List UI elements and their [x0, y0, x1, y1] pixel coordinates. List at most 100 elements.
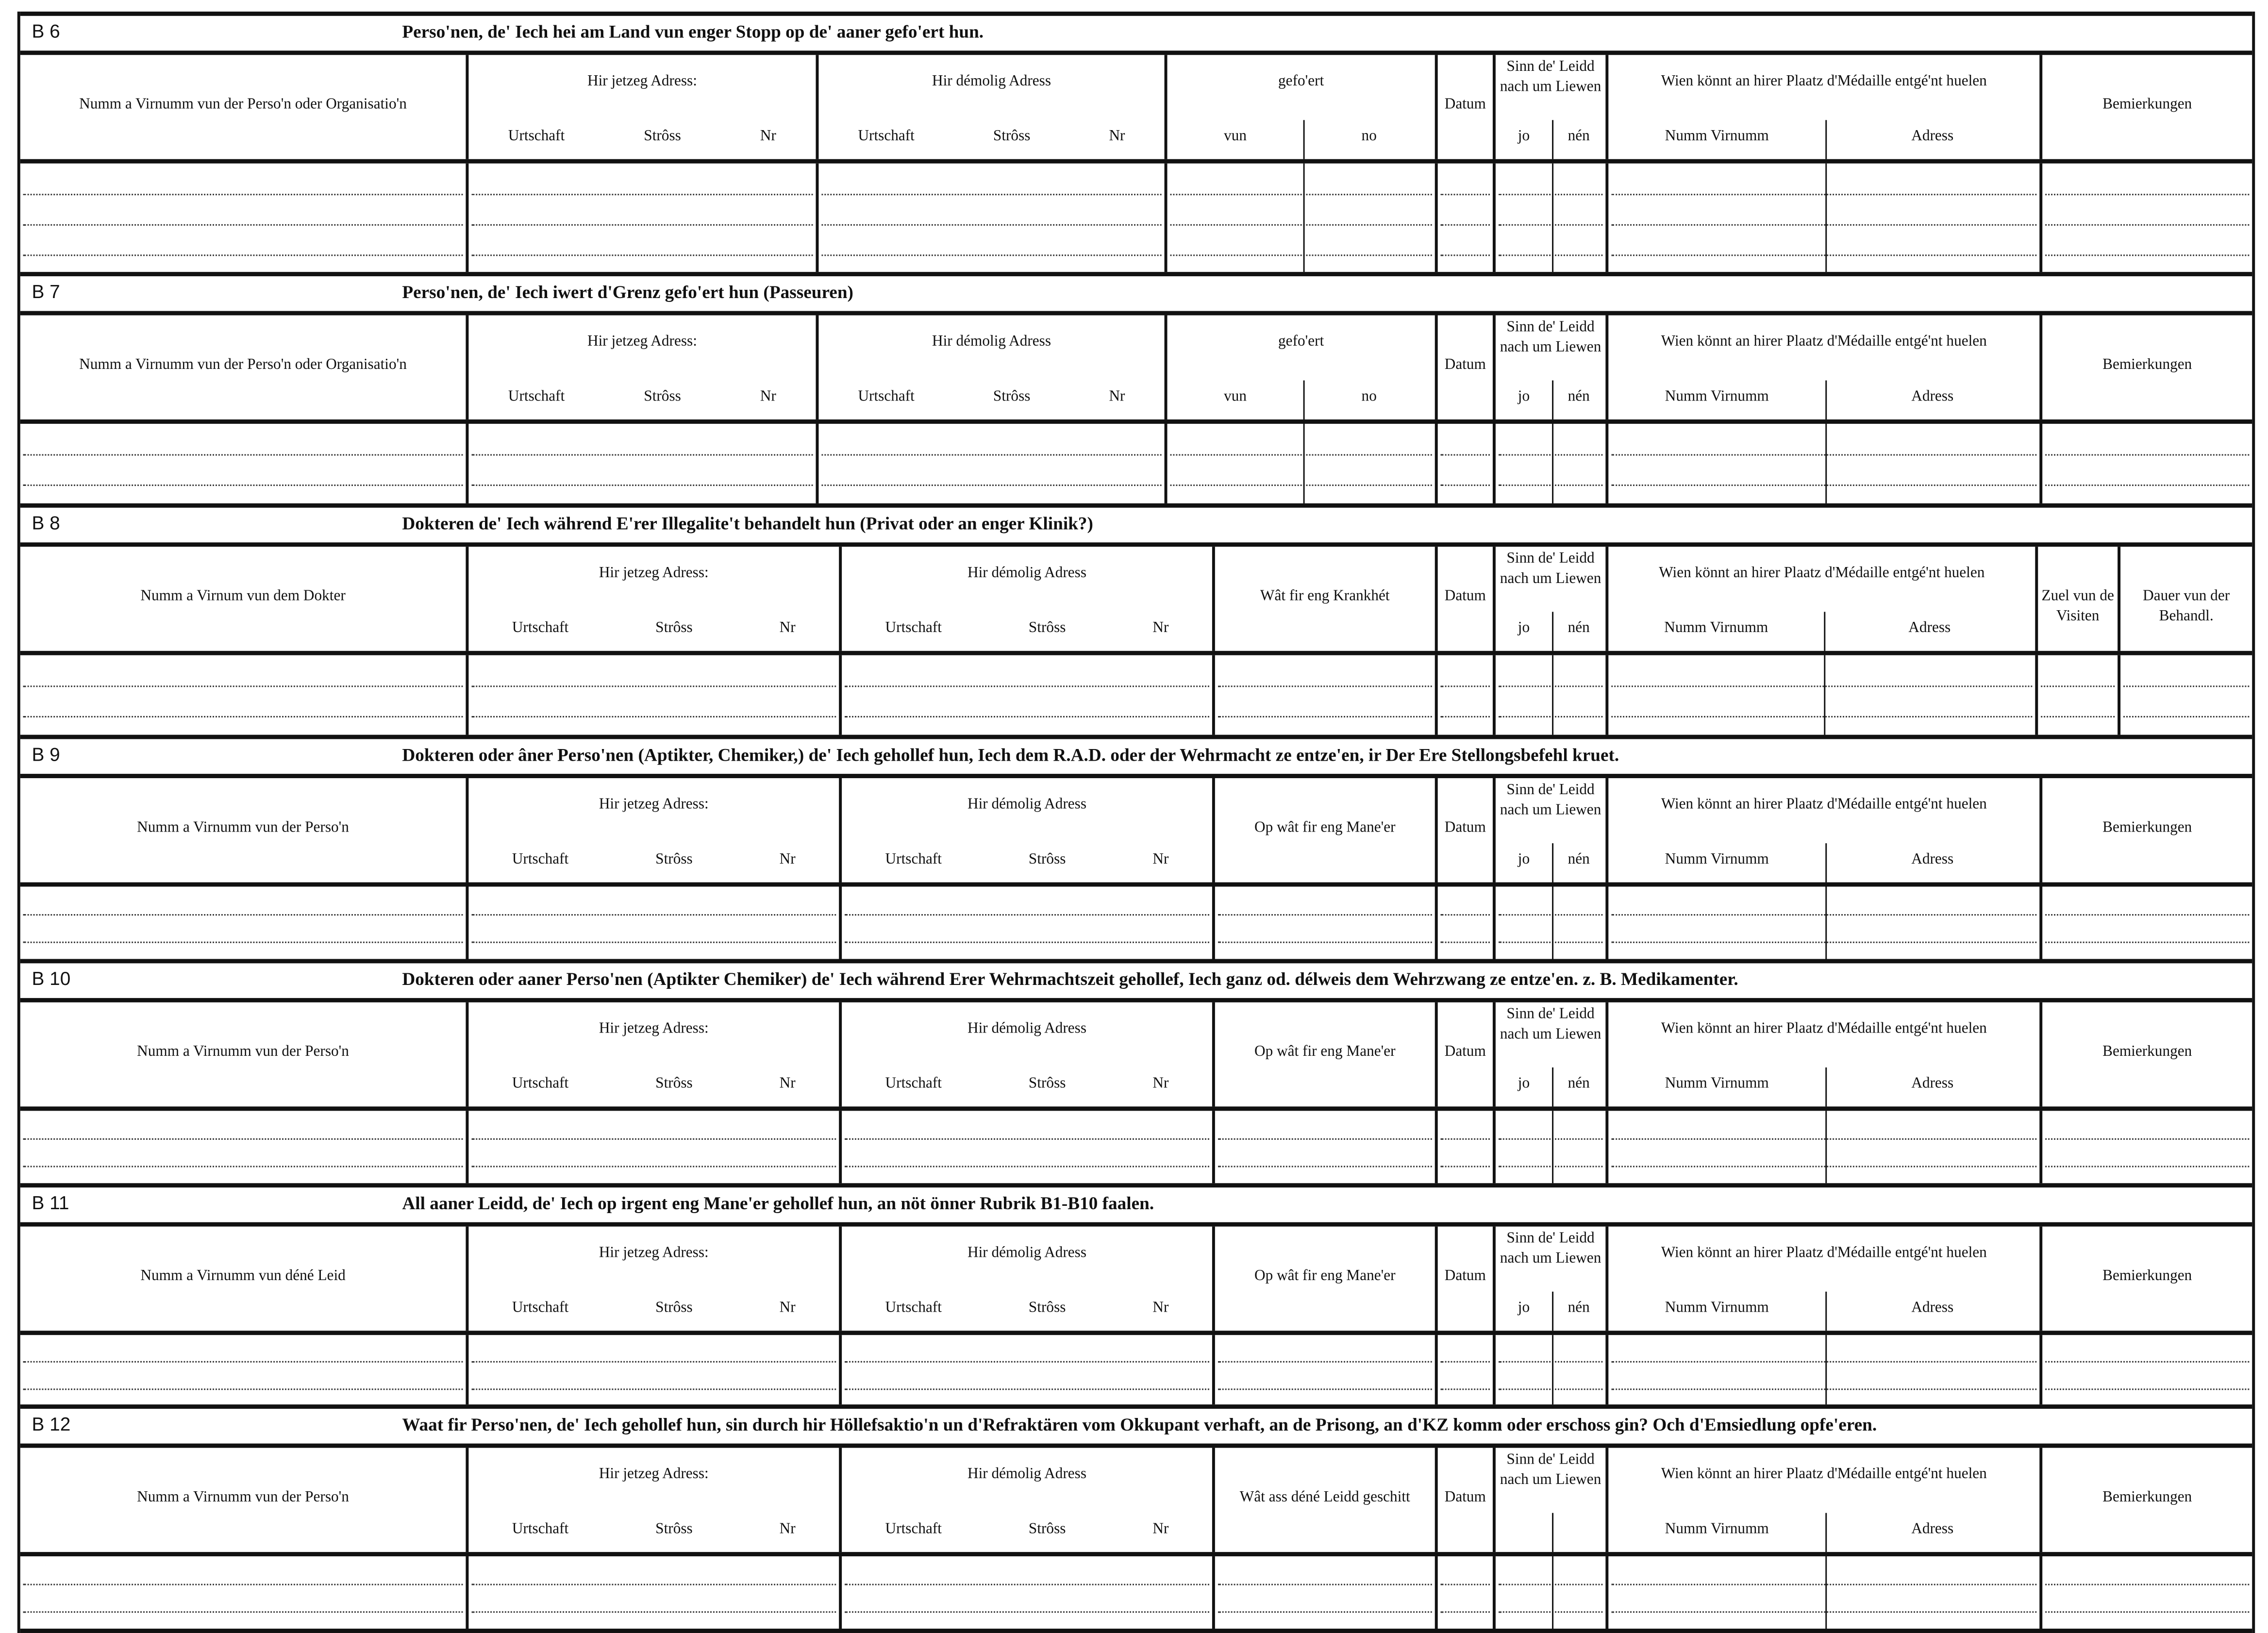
entry-cell[interactable]: [839, 1111, 1212, 1183]
entry-cell[interactable]: [1492, 886, 1605, 959]
dotted-entry-line: [2045, 1166, 2250, 1167]
entry-cell[interactable]: [1434, 1111, 1493, 1183]
column-label: Numm a Virnumm vun der Perso'n oder Orga…: [79, 357, 407, 373]
entry-cell[interactable]: [2039, 424, 2252, 503]
sub-label: Nr: [760, 389, 776, 405]
entry-cell[interactable]: [1492, 655, 1605, 735]
entry-cell[interactable]: [1605, 1111, 2039, 1183]
entry-cell[interactable]: [1212, 655, 1435, 735]
entry-cell[interactable]: [839, 1335, 1212, 1405]
dotted-entry-line: [23, 685, 463, 687]
entry-cell[interactable]: [1434, 1335, 1493, 1405]
dotted-entry-line: [23, 254, 463, 256]
dotted-entry-line: [23, 1388, 463, 1390]
entry-cell[interactable]: [816, 424, 1164, 503]
entry-cell[interactable]: [466, 886, 839, 959]
entry-cell[interactable]: [1434, 655, 1493, 735]
entry-cell[interactable]: [1492, 163, 1605, 272]
entry-cell[interactable]: [1605, 424, 2039, 503]
header-row: Numm a Virnum vun dem Dokter Hir jetzeg A…: [20, 547, 2252, 655]
column-label: gefo'ert: [1278, 73, 1324, 90]
column-label: Hir démolig Adress: [932, 334, 1051, 350]
column-label: Wât fir eng Krankhét: [1260, 588, 1390, 605]
entry-cell[interactable]: [1212, 1111, 1435, 1183]
entry-cell[interactable]: [1605, 655, 2035, 735]
sub-label: Strôss: [993, 389, 1031, 405]
entry-cell[interactable]: [466, 424, 816, 503]
entry-cell[interactable]: [466, 655, 839, 735]
entry-cell[interactable]: [816, 163, 1164, 272]
entry-cell[interactable]: [2039, 1335, 2252, 1405]
header-row: Numm a Virnumm vun der Perso'n oder Orga…: [20, 55, 2252, 164]
entry-cell[interactable]: [1434, 1556, 1493, 1629]
entry-cell[interactable]: [20, 1335, 466, 1404]
dotted-entry-line: [471, 454, 813, 456]
entry-cell[interactable]: [1605, 1335, 2039, 1405]
entry-cell[interactable]: [2039, 886, 2252, 959]
dotted-entry-line: [23, 941, 463, 943]
entry-cell[interactable]: [20, 164, 466, 272]
entry-cell[interactable]: [2118, 655, 2252, 735]
entry-cell[interactable]: [20, 655, 466, 735]
column-header: Sinn de' Leidd nach um Liewen: [1492, 1448, 1605, 1552]
entry-cell[interactable]: [2039, 163, 2252, 272]
entry-cell[interactable]: [1492, 1335, 1605, 1405]
entry-cell[interactable]: [20, 1556, 466, 1629]
sub-label: Nr: [760, 129, 776, 145]
section-b6: B 6 Perso'nen, de' Iech hei am Land vun e…: [20, 11, 2252, 272]
dotted-entry-line: [471, 716, 836, 717]
entry-cell[interactable]: [466, 1111, 839, 1183]
sub-label: Urtschaft: [508, 389, 565, 405]
sub-label: Nr: [1152, 1076, 1169, 1092]
column-header: Datum: [1434, 778, 1493, 883]
entry-cell[interactable]: [2039, 1111, 2252, 1183]
column-header: Datum: [1434, 547, 1493, 651]
entry-cell[interactable]: [2035, 655, 2118, 735]
column-header: Hir jetzeg Adress: Urtschaft Strôss Nr: [466, 55, 816, 159]
column-label: Sinn de' Leidd nach um Liewen: [1500, 1231, 1601, 1267]
sub-label: Urtschaft: [512, 851, 569, 868]
section-b10: B 10 Dokteren oder aaner Perso'nen (Aptik…: [20, 959, 2252, 1183]
entry-cell[interactable]: [1605, 1556, 2039, 1629]
entry-cell[interactable]: [1492, 1111, 1605, 1183]
entry-cell[interactable]: [839, 1556, 1212, 1629]
dotted-entry-line: [1498, 914, 1603, 916]
column-label: Dauer vun der Behandl.: [2143, 588, 2230, 625]
entry-cell[interactable]: [1212, 1556, 1435, 1629]
entry-cell[interactable]: [466, 1335, 839, 1405]
sub-label: Nr: [1152, 620, 1169, 637]
dotted-entry-line: [23, 194, 463, 196]
dotted-entry-line: [2045, 254, 2250, 256]
sub-label: Nr: [1152, 1300, 1169, 1316]
dotted-entry-line: [1440, 224, 1490, 226]
entry-cell[interactable]: [1434, 163, 1493, 272]
section-title-row: B 10 Dokteren oder aaner Perso'nen (Aptik…: [20, 963, 2252, 1002]
entry-cell[interactable]: [839, 655, 1212, 735]
entry-cell[interactable]: [1492, 424, 1605, 503]
entry-cell[interactable]: [1492, 1556, 1605, 1629]
section-title-row: B 12 Waat fir Perso'nen, de' Iech geholle…: [20, 1409, 2252, 1448]
entry-cell[interactable]: [1212, 1335, 1435, 1405]
entry-cell[interactable]: [839, 886, 1212, 959]
entry-cell[interactable]: [1605, 886, 2039, 959]
entry-cell[interactable]: [466, 1556, 839, 1629]
column-label: Bemierkungen: [2102, 1489, 2192, 1506]
dotted-entry-line: [2045, 454, 2250, 456]
entry-cell[interactable]: [20, 424, 466, 503]
entry-cell[interactable]: [1434, 886, 1493, 959]
entry-cell[interactable]: [20, 886, 466, 959]
sub-labels: Urtschaft Strôss Nr: [842, 1522, 1212, 1538]
entry-cell[interactable]: [1434, 424, 1493, 503]
entry-cell[interactable]: [20, 1111, 466, 1183]
entry-cell[interactable]: [1164, 163, 1435, 272]
entry-cell[interactable]: [1605, 163, 2039, 272]
column-label: Hir démolig Adress: [967, 1466, 1087, 1483]
sub-label: Strôss: [1028, 620, 1066, 637]
entry-cell[interactable]: [1164, 424, 1435, 503]
entry-cell[interactable]: [1212, 886, 1435, 959]
entry-cell[interactable]: [466, 163, 816, 272]
entry-cell[interactable]: [2039, 1556, 2252, 1629]
dotted-entry-line: [471, 1583, 836, 1585]
column-label: Zuel vun de Visiten: [2041, 588, 2114, 625]
column-header: Numm a Virnumm vun der Perso'n: [20, 1448, 466, 1552]
